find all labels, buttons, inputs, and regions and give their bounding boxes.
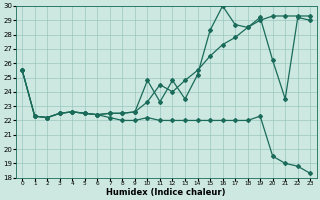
X-axis label: Humidex (Indice chaleur): Humidex (Indice chaleur) xyxy=(107,188,226,197)
